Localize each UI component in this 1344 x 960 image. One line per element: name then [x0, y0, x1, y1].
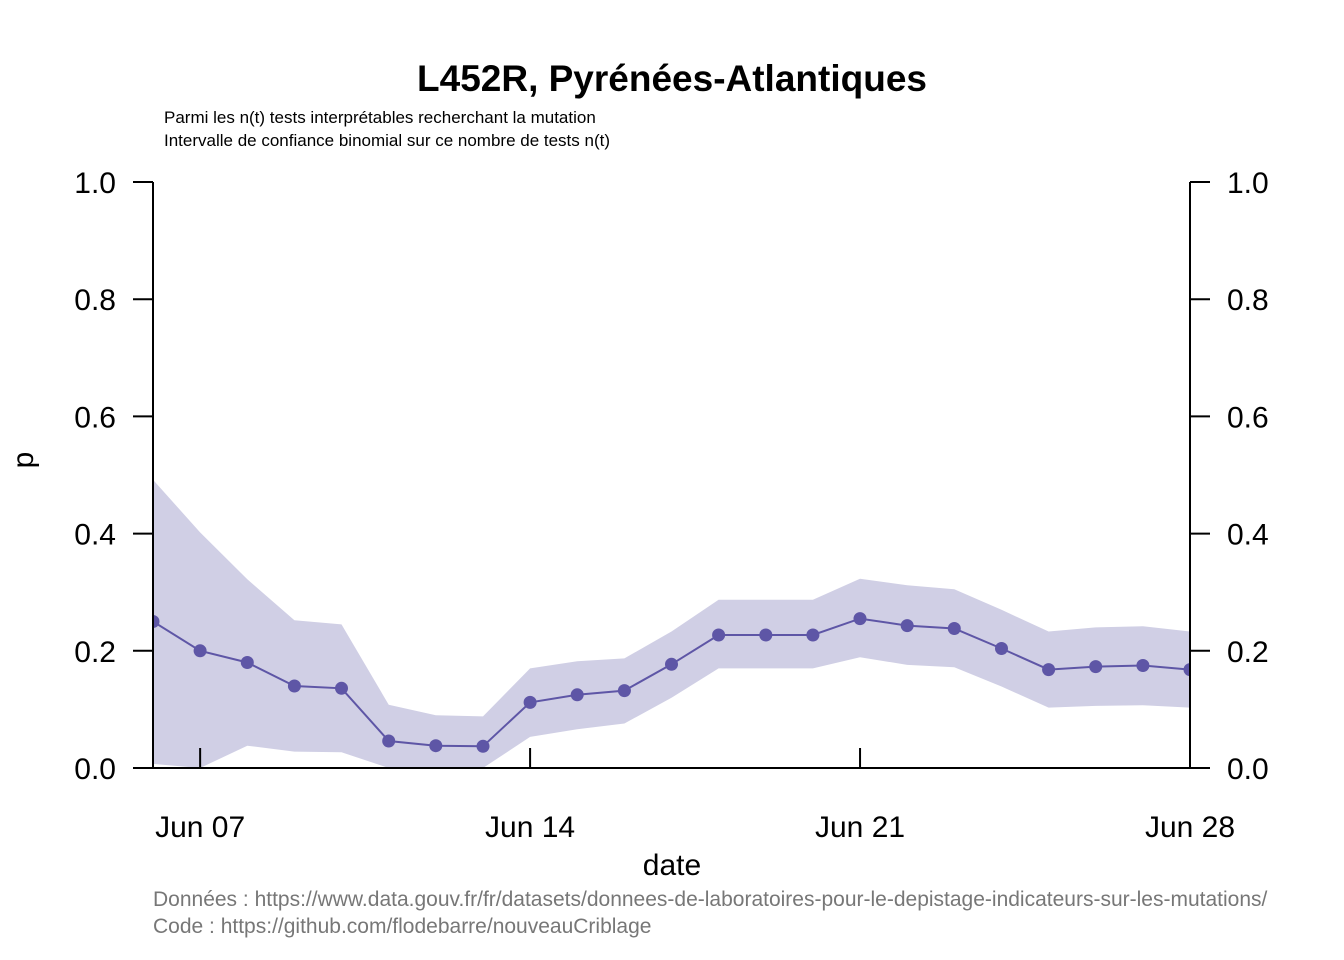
y-tick-label-right: 0.6	[1227, 401, 1269, 434]
x-tick-label: Jun 07	[155, 811, 245, 844]
x-ticks-layer: Jun 07 Jun 14 Jun 21 Jun 28	[155, 748, 1235, 844]
data-point	[995, 642, 1008, 655]
series-points-layer	[153, 612, 1190, 753]
data-point	[429, 739, 443, 753]
data-point	[193, 644, 207, 658]
y-tick-label-left: 0.6	[74, 401, 116, 434]
confidence-band-layer	[153, 479, 1190, 768]
data-point	[570, 688, 584, 702]
y-ticks-layer: 0.0 0.0 0.2 0.2 0.4 0.4 0.6 0.6 0.8 0.8 1.0 1.0	[74, 167, 1268, 786]
chart-title: L452R, Pyrénées-Atlantiques	[417, 58, 927, 99]
data-point	[617, 684, 631, 698]
chart-subtitle-line-2: Intervalle de confiance binomial sur ce …	[164, 131, 610, 150]
data-point	[853, 612, 867, 626]
y-tick-label-left: 0.8	[74, 284, 116, 317]
data-point	[382, 734, 396, 748]
data-point	[759, 628, 773, 642]
x-tick-label: Jun 28	[1145, 811, 1235, 844]
data-point	[947, 622, 961, 635]
chart-subtitle-line-1: Parmi les n(t) tests interprétables rech…	[164, 108, 596, 127]
code-source-note: Code : https://github.com/flodebarre/nou…	[153, 915, 651, 938]
data-point	[240, 656, 254, 669]
data-point	[1089, 660, 1103, 674]
data-point	[523, 695, 537, 709]
data-source-note: Données : https://www.data.gouv.fr/fr/da…	[153, 888, 1267, 911]
data-point	[335, 681, 348, 695]
data-point	[900, 619, 914, 633]
y-tick-label-left: 0.2	[74, 636, 116, 669]
y-tick-label-right: 0.0	[1227, 753, 1269, 786]
data-point	[1136, 659, 1150, 672]
y-tick-label-left: 1.0	[74, 167, 116, 200]
x-tick-label: Jun 14	[485, 811, 575, 844]
y-tick-label-left: 0.4	[74, 519, 116, 552]
y-tick-label-right: 0.2	[1227, 636, 1269, 669]
y-tick-label-right: 1.0	[1227, 167, 1269, 200]
data-point	[287, 679, 301, 693]
x-tick-label: Jun 21	[815, 811, 905, 844]
y-axis-label: p	[7, 452, 40, 469]
data-point	[1042, 663, 1056, 677]
y-tick-label-left: 0.0	[74, 753, 116, 786]
data-point	[712, 628, 726, 642]
y-tick-label-right: 0.8	[1227, 284, 1269, 317]
confidence-band	[153, 479, 1190, 768]
data-point	[153, 615, 160, 628]
data-point	[806, 628, 820, 642]
y-tick-label-right: 0.4	[1227, 519, 1269, 552]
data-point	[1183, 663, 1190, 677]
x-axis-label: date	[643, 849, 701, 882]
data-point	[665, 657, 678, 671]
data-point	[476, 739, 490, 753]
